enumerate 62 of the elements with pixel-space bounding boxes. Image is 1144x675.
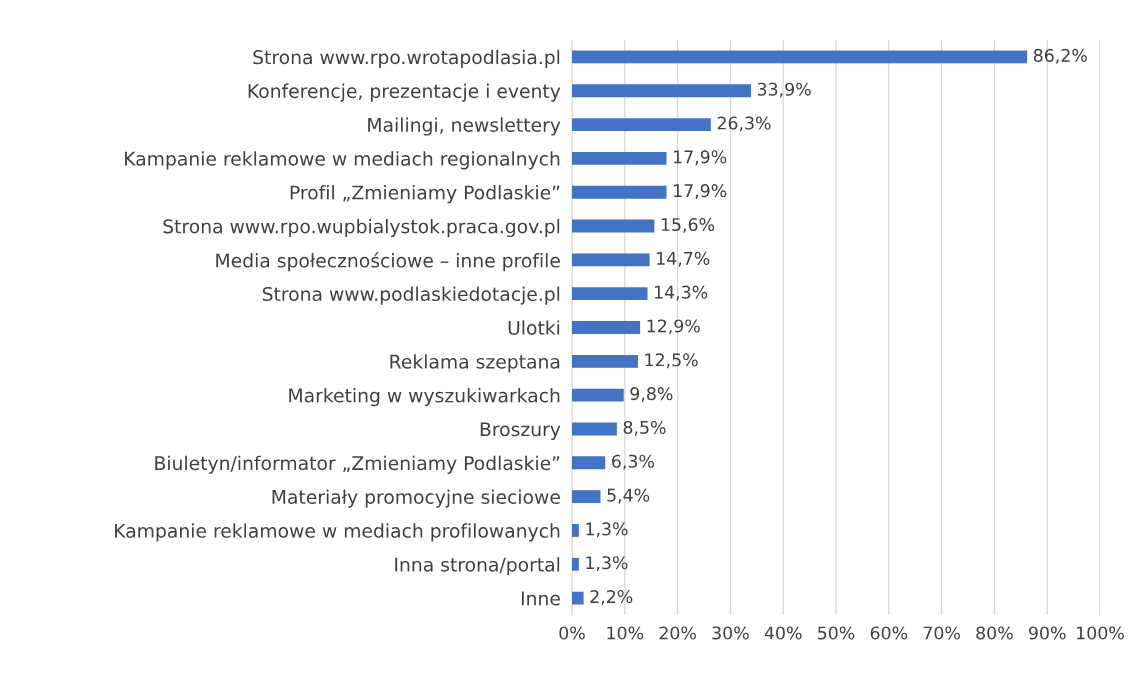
bar (572, 219, 655, 233)
bar (572, 287, 648, 301)
y-tick-label: Konferencje, prezentacje i eventy (248, 83, 561, 102)
data-label: 9,8% (630, 387, 673, 402)
data-label: 15,6% (661, 217, 715, 233)
y-tick-label: Strona www.rpo.wrotapodlasia.pl (253, 49, 560, 68)
y-tick-label: Profil „Zmieniamy Podlaskie” (290, 185, 560, 204)
data-label: 33,9% (757, 82, 811, 98)
y-tick-label: Inne (521, 591, 560, 606)
x-tick-label: 100% (1077, 626, 1124, 640)
x-tick-label: 80% (976, 626, 1013, 640)
bar (572, 456, 606, 470)
data-label: 1,3% (586, 522, 628, 538)
data-label: 14,3% (654, 285, 708, 301)
data-label: 1,3% (586, 556, 628, 572)
data-label: 14,7% (657, 251, 710, 267)
y-tick-label: Broszury (480, 422, 561, 440)
bar (572, 151, 667, 165)
x-tick-label: 90% (1029, 626, 1066, 640)
data-label: 86,2% (1033, 48, 1087, 64)
x-tick-label: 0% (559, 626, 585, 640)
data-label: 17,9% (673, 150, 727, 166)
x-tick-label: 50% (818, 626, 855, 640)
data-label: 5,4% (607, 488, 650, 504)
bar (572, 84, 751, 98)
bar (572, 490, 601, 504)
bar (572, 591, 584, 605)
x-tick-label: 40% (764, 626, 802, 640)
x-tick-label: 30% (712, 626, 749, 640)
data-label: 26,3% (717, 116, 771, 132)
x-tick-label: 70% (923, 626, 960, 640)
data-label: 12,9% (647, 319, 700, 335)
y-tick-label: Media społecznościowe – inne profile (216, 252, 560, 272)
data-label: 8,5% (623, 420, 666, 436)
data-label: 2,2% (590, 589, 633, 605)
bar (572, 422, 617, 436)
x-tick-label: 20% (659, 626, 696, 640)
y-tick-label: Reklama szeptana (390, 354, 560, 373)
bar (572, 185, 667, 199)
y-tick-label: Ulotki (508, 320, 560, 335)
x-tick-label: 60% (870, 626, 908, 640)
bar (572, 354, 638, 368)
y-tick-label: Kampanie reklamowe w mediach regionalnych (125, 151, 560, 170)
bar (572, 388, 624, 402)
data-label: 12,5% (645, 353, 698, 369)
bar (572, 321, 641, 334)
y-tick-label: Mailingi, newslettery (368, 117, 561, 136)
data-label: 6,3% (612, 454, 654, 470)
y-tick-label: Materiały promocyjne sieciowe (272, 489, 560, 508)
y-tick-label: Strona www.rpo.wupbialystok.praca.gov.pl (163, 218, 560, 238)
y-tick-label: Kampanie reklamowe w mediach profilowanych (115, 523, 560, 542)
x-tick-label: 10% (607, 626, 644, 640)
data-label: 17,9% (673, 184, 727, 200)
bar (572, 557, 579, 571)
bar (572, 253, 650, 267)
bar (572, 118, 711, 131)
y-tick-label: Biuletyn/informator „Zmieniamy Podlaskie” (155, 455, 560, 474)
y-tick-label: Strona www.podlaskiedotacje.pl (262, 286, 560, 305)
bar (572, 524, 579, 537)
bar (572, 50, 1028, 64)
y-tick-label: Inna strona/portal (395, 557, 560, 576)
y-tick-label: Marketing w wyszukiwarkach (289, 388, 560, 407)
